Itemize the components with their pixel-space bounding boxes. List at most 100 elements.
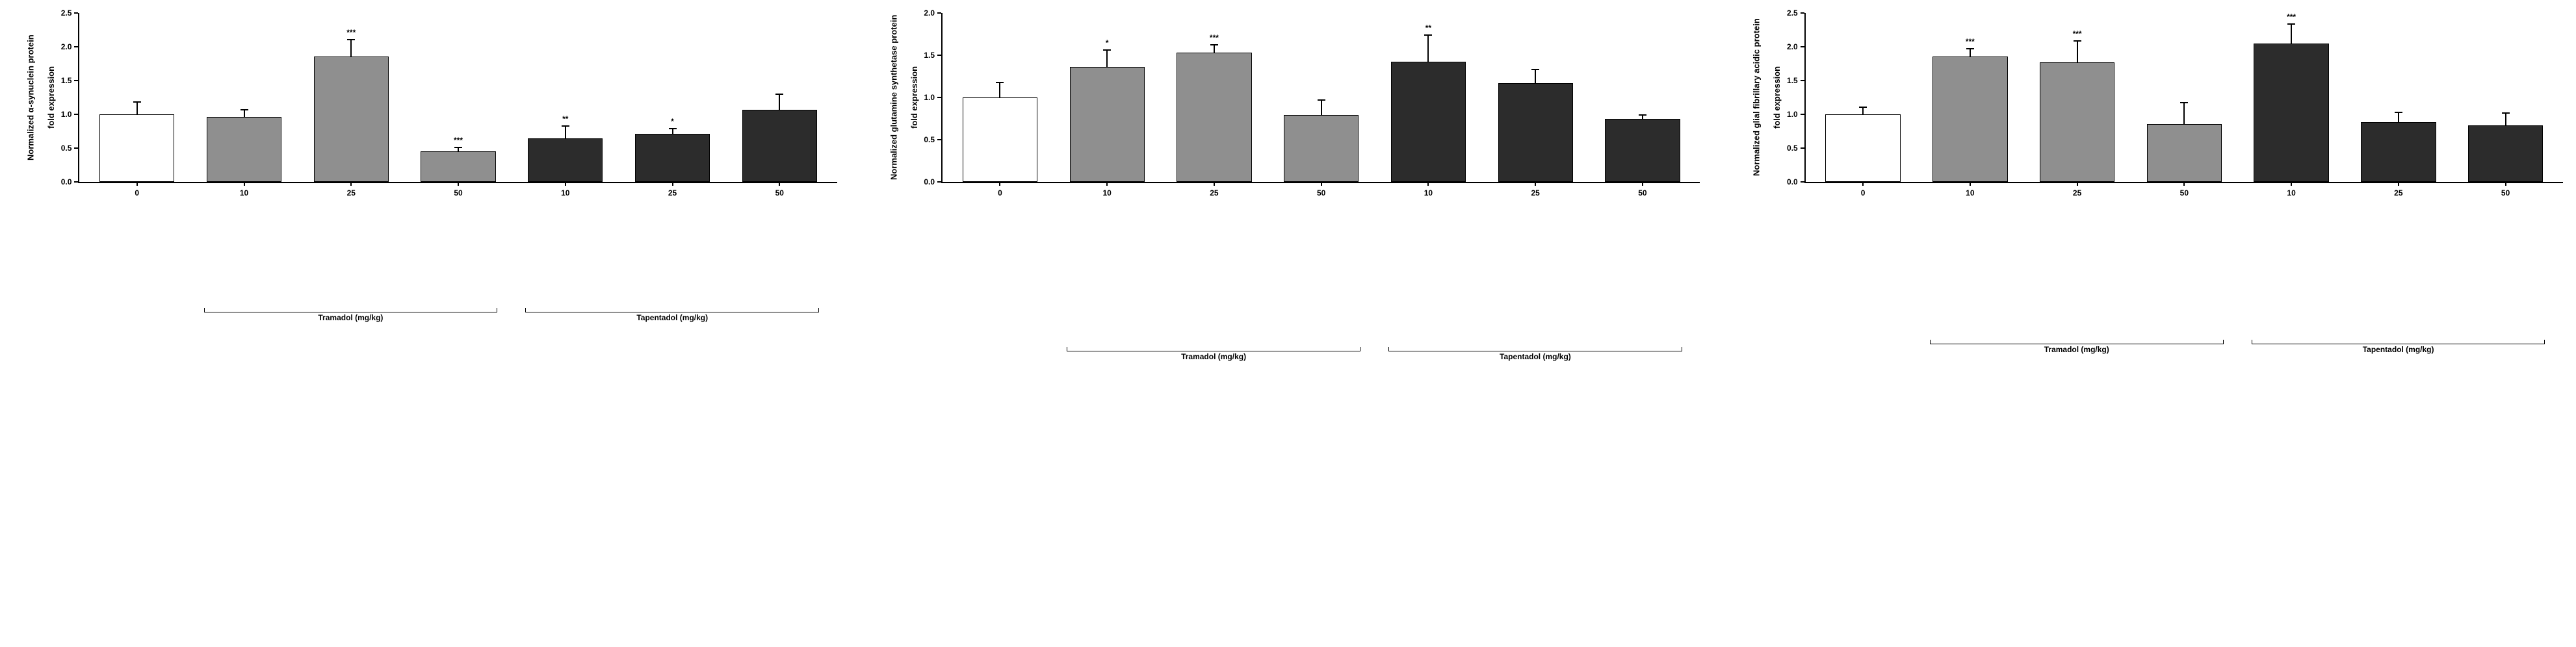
x-tick: 25 <box>1482 182 1589 347</box>
y-tick: 1.5 <box>924 51 941 60</box>
significance-marker: *** <box>346 28 356 37</box>
significance-marker: *** <box>2287 12 2296 21</box>
x-tick: 50 <box>2452 182 2559 340</box>
y-axis-label: Normalized glial fibrillary acidic prote… <box>1739 13 1782 182</box>
bar <box>2147 124 2222 182</box>
bar <box>742 110 817 182</box>
bar <box>207 117 281 182</box>
x-tick: 50 <box>2131 182 2238 340</box>
bar: *** <box>1932 57 2007 182</box>
y-tick-label: 2.5 <box>1787 8 1801 18</box>
error-bar <box>1321 100 1322 116</box>
error-bar <box>999 82 1000 98</box>
x-tick: 50 <box>405 182 512 308</box>
bar <box>2361 122 2436 182</box>
significance-marker: *** <box>1966 37 1975 46</box>
significance-marker: ** <box>562 114 568 123</box>
bar-slot <box>1268 13 1375 182</box>
error-bar <box>1427 35 1429 62</box>
error-bar <box>779 94 780 110</box>
significance-marker: *** <box>454 136 463 145</box>
error-bar <box>1862 107 1864 115</box>
x-axis-ticks: 0102550102550 <box>943 182 1700 347</box>
ylabel-line1: Normalized glial fibrillary acidic prote… <box>1752 19 1762 177</box>
x-axis: Normalized glutamine synthetase protein … <box>876 182 1700 347</box>
y-tick-label: 2.5 <box>61 8 75 18</box>
bar: *** <box>314 57 389 182</box>
error-bar <box>1970 49 1971 57</box>
y-tick-label: 0.5 <box>1787 144 1801 153</box>
x-tick: 10 <box>2238 182 2345 340</box>
error-bar <box>2291 24 2292 44</box>
chart-area: Normalized glial fibrillary acidic prote… <box>1739 13 2563 182</box>
bar-slot <box>2131 13 2238 182</box>
x-tick: 10 <box>1916 182 2023 340</box>
error-bar <box>2183 103 2185 125</box>
x-tick: 25 <box>298 182 405 308</box>
significance-marker: *** <box>2073 29 2082 38</box>
bar: *** <box>2040 62 2114 182</box>
y-tick: 2.0 <box>1787 42 1804 51</box>
chart-panel-2: Normalized glutamine synthetase protein … <box>876 13 1700 513</box>
bar-slot: *** <box>298 13 405 182</box>
x-tick: 0 <box>946 182 1054 347</box>
y-axis: 0.00.51.01.52.02.5 <box>1782 13 1804 182</box>
y-tick-label: 0.5 <box>924 135 937 144</box>
bar: * <box>635 134 710 182</box>
y-axis-label: Normalized glutamine synthetase protein … <box>876 13 919 182</box>
y-tick-label: 1.5 <box>924 51 937 60</box>
x-axis: Normalized glial fibrillary acidic prote… <box>1739 182 2563 340</box>
x-tick: 25 <box>1161 182 1268 347</box>
x-tick: 10 <box>190 182 298 308</box>
bar-slot: ** <box>512 13 619 182</box>
y-tick: 0.5 <box>1787 144 1804 153</box>
y-tick: 1.0 <box>924 93 941 102</box>
bars-container: ********* <box>79 13 837 182</box>
error-bar <box>2505 113 2506 125</box>
bar-slot <box>2345 13 2452 182</box>
group-bracket: Tramadol (mg/kg) <box>1917 340 2236 498</box>
x-axis-groups: Normalized glutamine synthetase protein … <box>876 347 1700 512</box>
bar-slot: ** <box>1375 13 1482 182</box>
x-tick: 10 <box>1375 182 1482 347</box>
x-axis-groups: Normalized glial fibrillary acidic prote… <box>1739 340 2563 498</box>
error-bar <box>350 40 352 57</box>
bar-slot: * <box>1054 13 1161 182</box>
bar-slot <box>1589 13 1697 182</box>
bar <box>1605 119 1680 183</box>
bar: *** <box>1177 53 1251 182</box>
y-tick-label: 2.0 <box>61 42 75 51</box>
x-axis: Normalized α-synuclein protein fold expr… <box>13 182 837 308</box>
error-bar <box>672 129 673 134</box>
y-tick: 0.5 <box>924 135 941 144</box>
bar <box>2468 125 2543 182</box>
group-spacer <box>1810 340 1916 498</box>
bar-slot <box>726 13 833 182</box>
ylabel-line1: Normalized glutamine synthetase protein <box>889 15 898 180</box>
bar-slot: *** <box>2023 13 2131 182</box>
group-bracket: Tramadol (mg/kg) <box>191 308 510 434</box>
y-tick: 1.5 <box>61 76 79 85</box>
error-bar <box>1642 115 1643 119</box>
group-brackets: Tramadol (mg/kg)Tapentadol (mg/kg) <box>79 308 837 434</box>
group-spacer <box>946 347 1053 512</box>
bar <box>963 97 1037 182</box>
x-axis-ticks: 0102550102550 <box>79 182 837 308</box>
y-tick-label: 1.5 <box>1787 76 1801 85</box>
x-axis-ticks: 0102550102550 <box>1806 182 2563 340</box>
y-axis-label: Normalized α-synuclein protein fold expr… <box>13 13 56 182</box>
x-tick: 0 <box>83 182 190 308</box>
y-tick: 2.0 <box>924 8 941 18</box>
y-tick: 2.5 <box>1787 8 1804 18</box>
x-tick: 25 <box>2023 182 2131 340</box>
chart-panel-3: Normalized glial fibrillary acidic prote… <box>1739 13 2563 513</box>
x-tick: 50 <box>726 182 833 308</box>
bar-slot: *** <box>2238 13 2345 182</box>
x-tick: 25 <box>619 182 726 308</box>
x-tick: 0 <box>1810 182 1917 340</box>
bar-slot <box>1482 13 1589 182</box>
bar <box>1825 114 1900 182</box>
bar-slot <box>2452 13 2559 182</box>
y-tick-label: 2.0 <box>924 8 937 18</box>
y-tick: 2.5 <box>61 8 79 18</box>
